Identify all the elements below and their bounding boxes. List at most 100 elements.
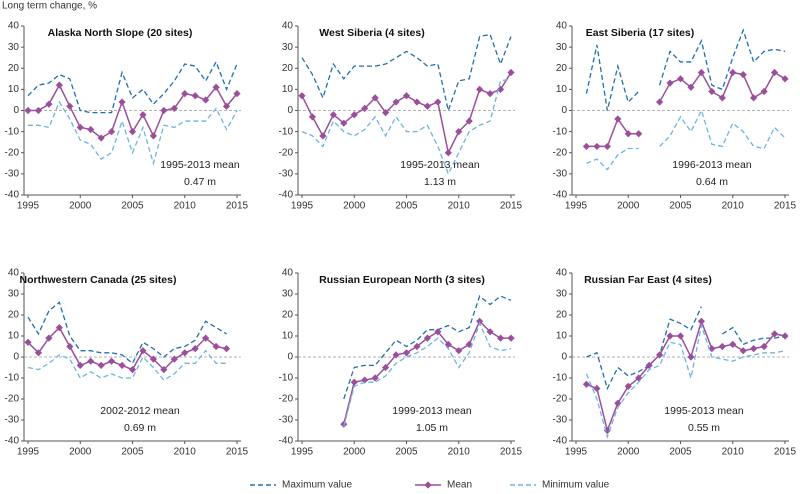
point [656, 98, 664, 106]
legend-label: Maximum value [282, 480, 352, 491]
point [582, 142, 591, 151]
y-tick-label: 40 [282, 268, 294, 279]
point [160, 106, 168, 115]
y-tick-label: 40 [8, 268, 20, 279]
x-tick-label: 2010 [722, 201, 745, 212]
point [97, 361, 105, 369]
point [656, 351, 664, 359]
annotation: 0.64 m [696, 176, 728, 188]
x-tick-label: 2015 [226, 201, 249, 212]
legend-label: Minimum value [542, 480, 610, 491]
x-tick-label: 2000 [69, 447, 92, 458]
x-tick-label: 1995 [17, 201, 40, 212]
point [624, 382, 632, 390]
y-tick-label: -10 [553, 373, 568, 384]
y-tick-label: 20 [556, 310, 568, 321]
x-tick-label: 2000 [69, 201, 92, 212]
point [108, 357, 116, 365]
legend-marker [424, 481, 432, 489]
annotation: 1996-2013 mean [672, 159, 752, 171]
point [708, 345, 716, 353]
point [770, 68, 779, 77]
annotation: 0.55 m [688, 422, 720, 434]
point [24, 338, 32, 346]
point [423, 102, 431, 110]
series-line [586, 117, 639, 148]
point [413, 98, 421, 106]
y-tick-label: -30 [279, 169, 294, 180]
point [149, 132, 157, 140]
y-tick-label: -30 [5, 169, 20, 180]
point [593, 142, 601, 151]
point [308, 113, 317, 121]
y-tick-label: -20 [553, 394, 568, 405]
point [191, 345, 199, 353]
series-line [343, 295, 512, 400]
series-line [301, 78, 512, 176]
point [371, 94, 379, 102]
point [423, 334, 431, 342]
point [770, 330, 779, 338]
point [319, 132, 327, 140]
point [118, 361, 126, 369]
point [212, 83, 220, 91]
point [687, 83, 695, 91]
y-tick-label: 0 [13, 352, 19, 363]
point [298, 92, 306, 100]
x-tick-label: 2015 [226, 447, 249, 458]
point [718, 342, 726, 351]
series-line [585, 322, 786, 439]
point [455, 347, 463, 355]
point [507, 334, 515, 342]
point [55, 81, 63, 89]
point [139, 347, 147, 355]
annotation: 1.05 m [416, 422, 448, 434]
annotation: 1995-2013 mean [400, 159, 480, 171]
point [444, 340, 452, 348]
x-tick-label: 2005 [395, 447, 418, 458]
point [233, 90, 241, 98]
y-tick-label: 20 [556, 63, 568, 74]
y-tick-label: 30 [556, 42, 568, 53]
y-tick-label: 0 [561, 352, 567, 363]
point [645, 361, 653, 369]
point [666, 332, 674, 340]
point [76, 361, 84, 369]
point [149, 355, 157, 363]
series-line [27, 60, 238, 114]
point [24, 106, 32, 115]
y-tick-label: 40 [556, 21, 568, 32]
x-tick-label: 2005 [395, 201, 418, 212]
annotation: 0.47 m [184, 176, 216, 188]
y-tick-label: -20 [279, 394, 294, 405]
y-tick-label: 40 [8, 21, 20, 32]
y-tick-label: 0 [13, 105, 19, 116]
chart-title: Alaska North Slope (20 sites) [48, 27, 193, 39]
x-tick-label: 2015 [500, 447, 523, 458]
annotation: 2002-2012 mean [100, 405, 180, 417]
point [676, 75, 685, 83]
y-tick-label: 0 [287, 352, 293, 363]
point [455, 128, 463, 136]
x-tick-label: 2000 [617, 201, 640, 212]
point [476, 85, 484, 93]
point [66, 342, 74, 351]
x-tick-label: 1995 [565, 201, 588, 212]
point [624, 130, 632, 138]
point [139, 111, 147, 119]
point [582, 380, 591, 388]
point [603, 142, 611, 151]
point [181, 90, 189, 98]
point [476, 317, 484, 325]
y-tick-label: 10 [556, 331, 568, 342]
y-tick-label: 10 [556, 84, 568, 95]
y-axis-label: Long term change, % [2, 1, 97, 12]
point [350, 378, 358, 386]
annotation: 0.69 m [124, 422, 156, 434]
y-tick-label: 10 [282, 331, 294, 342]
y-tick-label: 40 [556, 268, 568, 279]
point [181, 349, 189, 357]
point [371, 374, 379, 382]
y-tick-label: 10 [8, 84, 20, 95]
